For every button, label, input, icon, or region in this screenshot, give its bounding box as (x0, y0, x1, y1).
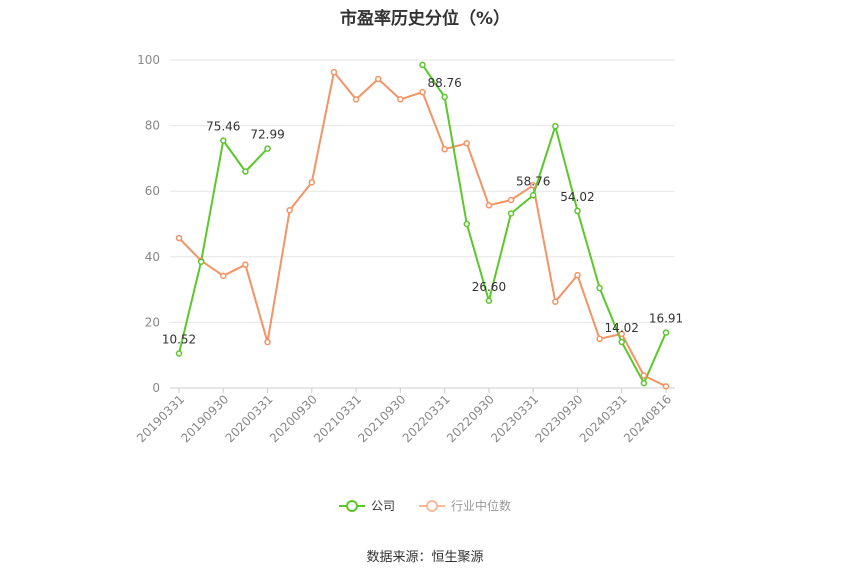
data-point (529, 182, 537, 189)
data-point (529, 192, 537, 199)
data-point (463, 140, 471, 147)
data-label: 26.60 (472, 280, 506, 294)
data-label: 88.76 (427, 76, 461, 90)
data-point (574, 207, 581, 215)
y-tick-label: 100 (137, 53, 160, 67)
data-label: 10.52 (162, 332, 196, 346)
data-point (596, 335, 603, 343)
data-point (286, 206, 293, 214)
data-point (308, 179, 316, 186)
data-point (552, 123, 559, 130)
data-point (197, 258, 205, 265)
x-axis-tick-labels: 2019033120190930202003312020093020210331… (134, 392, 674, 445)
data-label: 72.99 (250, 128, 284, 142)
data-point (419, 61, 426, 69)
data-point (220, 137, 227, 144)
data-label: 75.46 (206, 119, 240, 133)
data-point (441, 93, 448, 101)
data-point (507, 196, 515, 204)
data-point (463, 220, 471, 228)
gridlines (170, 59, 675, 323)
data-point (220, 272, 227, 280)
series-points (175, 61, 670, 390)
data-point (485, 202, 493, 209)
data-point (640, 379, 648, 387)
data-point (264, 338, 271, 346)
data-point (552, 298, 559, 305)
data-labels: 10.52 75.46 72.99 88.76 26.60 58.76 54.02 14.02… (162, 76, 683, 347)
data-point (485, 297, 493, 305)
data-point (419, 88, 426, 96)
x-tick-label: 20240816 (621, 392, 674, 445)
data-label: 58.76 (516, 174, 550, 188)
y-tick-label: 40 (145, 250, 160, 264)
plot-area: 0 20 40 60 80 100 201903312019093020200331202… (134, 53, 683, 445)
data-point (242, 168, 249, 175)
data-point (618, 330, 625, 338)
data-point (264, 145, 271, 152)
y-tick-label: 0 (152, 381, 160, 395)
data-point (662, 329, 670, 336)
y-tick-label: 20 (145, 315, 160, 329)
y-axis-tick-labels: 0 20 40 60 80 100 (137, 53, 160, 395)
data-label: 16.91 (649, 312, 683, 326)
y-tick-label: 80 (145, 119, 160, 133)
series-line-0 (178, 139, 269, 354)
data-point (596, 284, 603, 292)
x-axis (170, 387, 675, 393)
series-line-1 (178, 71, 667, 388)
data-point (441, 145, 448, 153)
data-point (175, 350, 183, 357)
legend-item-company[interactable]: 公司 (338, 497, 395, 514)
legend-line-marker-icon (338, 499, 365, 512)
data-point (397, 96, 404, 103)
data-point (374, 75, 382, 83)
data-point (618, 338, 625, 346)
data-point (352, 96, 360, 103)
legend-label-industry-median: 行业中位数 (451, 499, 512, 513)
series-lines (178, 64, 667, 388)
chart-title: 市盈率历史分位（%） (339, 9, 511, 29)
data-point (242, 261, 249, 268)
data-label: 14.02 (605, 321, 639, 335)
legend: 公司 行业中位数 (0, 497, 850, 514)
data-point (507, 210, 515, 217)
data-point (175, 234, 183, 242)
legend-label-company: 公司 (370, 499, 395, 513)
data-point (662, 383, 670, 390)
data-label: 54.02 (560, 190, 594, 204)
legend-line-marker-icon (419, 499, 445, 512)
data-point (640, 372, 648, 379)
series-line-0 (421, 64, 667, 385)
data-source-note: 数据来源：恒生聚源 (366, 550, 484, 565)
legend-item-industry-median[interactable]: 行业中位数 (419, 497, 511, 514)
data-point (574, 271, 581, 279)
data-point (330, 68, 338, 76)
y-tick-label: 60 (145, 184, 160, 198)
